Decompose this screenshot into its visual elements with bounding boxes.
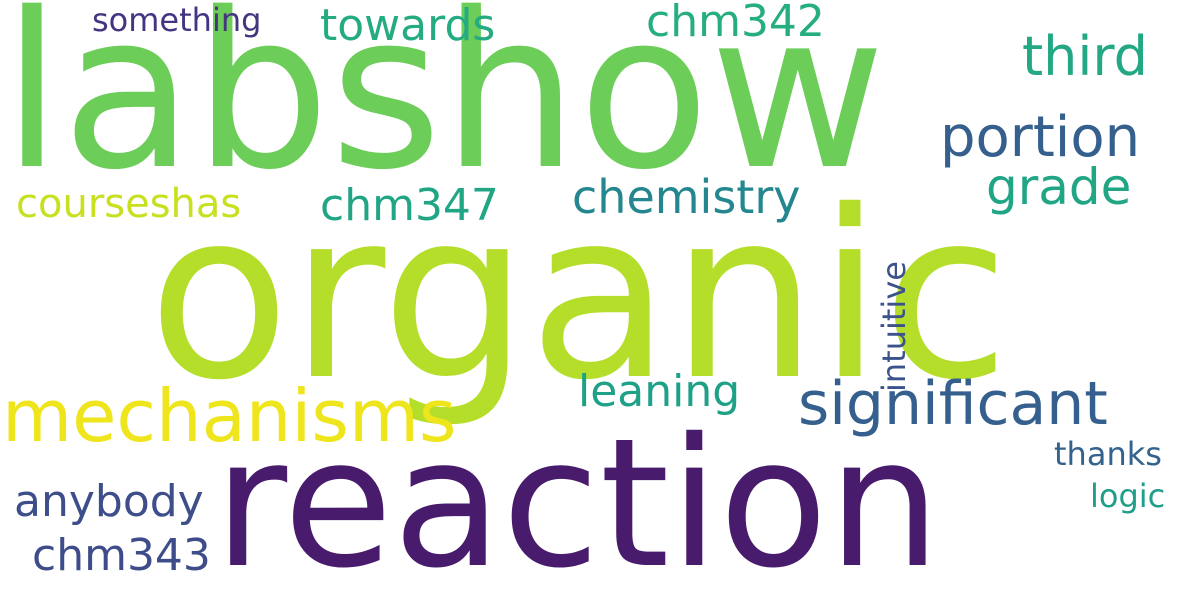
word-portion: portion xyxy=(940,105,1141,170)
word-anybody: anybody xyxy=(14,476,204,527)
word-grade: grade xyxy=(986,158,1132,216)
word-chm343: chm343 xyxy=(32,530,211,581)
word-courseshas: courseshas xyxy=(16,181,242,227)
word-towards: towards xyxy=(320,0,496,51)
word-thanks: thanks xyxy=(1054,435,1162,473)
word-organic: organic xyxy=(148,161,1010,431)
word-something: something xyxy=(92,1,262,39)
word-chm342: chm342 xyxy=(646,0,825,47)
word-mechanisms: mechanisms xyxy=(2,374,457,458)
word-chemistry: chemistry xyxy=(572,170,801,224)
word-third: third xyxy=(1022,25,1148,88)
word-logic: logic xyxy=(1090,477,1166,515)
word-intuitive: intuitive xyxy=(875,261,913,392)
word-labshow: labshow xyxy=(2,0,886,217)
word-significant: significant xyxy=(798,369,1108,439)
word-reaction: reaction xyxy=(214,400,941,607)
word-chm347: chm347 xyxy=(320,180,499,231)
word-leaning: leaning xyxy=(578,366,741,417)
